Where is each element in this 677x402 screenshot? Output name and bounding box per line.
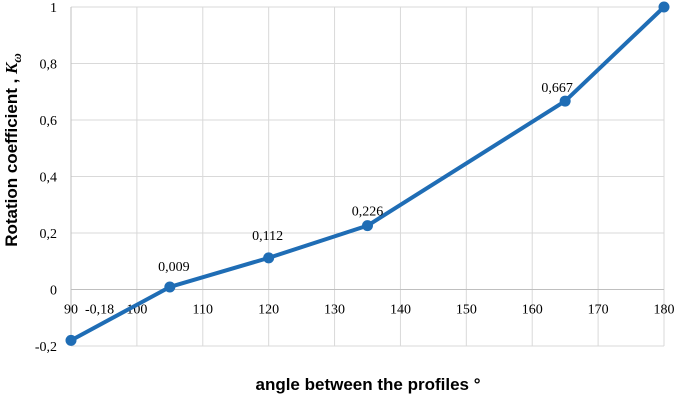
data-label: 0,009 bbox=[158, 260, 190, 275]
data-labels: -0,18 0,009 0,112 0,226 0,667 bbox=[85, 81, 573, 317]
data-label: -0,18 bbox=[85, 303, 114, 318]
x-tick-label: 160 bbox=[522, 303, 543, 318]
x-tick-label: 180 bbox=[654, 303, 675, 318]
y-tick-label: 0,8 bbox=[40, 58, 58, 73]
x-axis-title: angle between the profiles ° bbox=[255, 375, 480, 394]
series-line bbox=[69, 5, 666, 343]
x-tick-label: 90 bbox=[64, 303, 78, 318]
x-tick-label: 110 bbox=[193, 303, 213, 318]
data-point bbox=[263, 252, 275, 264]
data-label: 0,226 bbox=[352, 205, 384, 220]
data-point bbox=[362, 220, 373, 232]
grid-lines bbox=[70, 6, 665, 347]
y-axis-title-main: Rotation coefficient , bbox=[2, 74, 21, 247]
series-group bbox=[65, 1, 670, 346]
data-point bbox=[164, 281, 176, 293]
x-tick-label: 130 bbox=[324, 303, 345, 318]
x-tick-label: 170 bbox=[588, 303, 609, 318]
y-tick-label: -0,2 bbox=[35, 340, 57, 355]
x-tick-label: 140 bbox=[390, 303, 411, 318]
data-label: 0,112 bbox=[252, 229, 283, 244]
y-tick-label: 0,4 bbox=[40, 171, 58, 186]
y-tick-labels: -0,2 0 0,2 0,4 0,6 0,8 1 bbox=[35, 1, 57, 355]
y-axis-title-subscript: ω bbox=[9, 53, 24, 62]
y-tick-label: 1 bbox=[50, 1, 57, 16]
y-axis-title: Rotation coefficient , Kω bbox=[2, 53, 24, 247]
y-tick-label: 0,6 bbox=[40, 114, 58, 129]
data-point bbox=[65, 334, 77, 346]
x-tick-labels: 90 100 110 120 130 140 150 160 170 180 bbox=[64, 303, 675, 318]
data-label: 0,667 bbox=[541, 81, 573, 96]
data-point bbox=[559, 95, 571, 107]
x-tick-label: 120 bbox=[258, 303, 279, 318]
x-tick-label: 150 bbox=[456, 303, 477, 318]
y-axis-title-symbol: K bbox=[2, 61, 21, 75]
y-tick-label: 0 bbox=[50, 284, 57, 299]
y-tick-label: 0,2 bbox=[40, 227, 58, 242]
data-point bbox=[658, 1, 670, 13]
